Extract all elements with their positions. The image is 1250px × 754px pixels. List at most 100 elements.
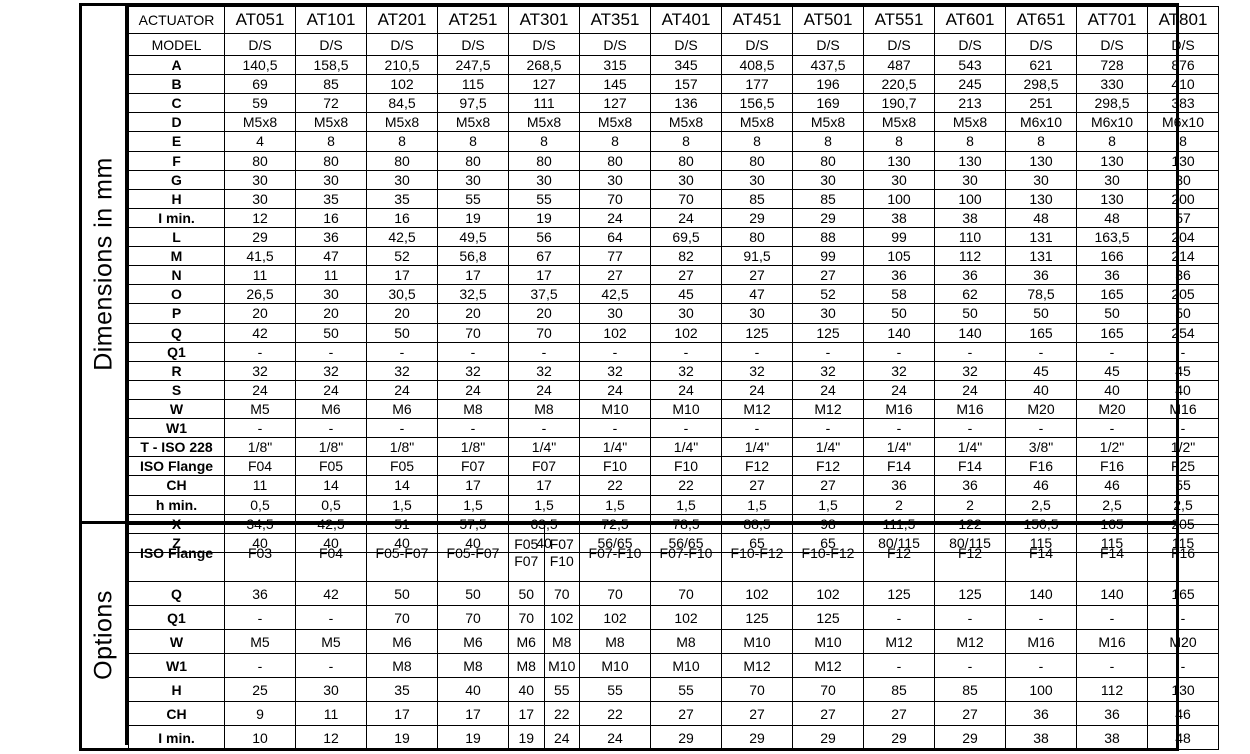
- option-value-cell: 42: [295, 581, 367, 606]
- dimension-value-cell: 298,5: [1005, 74, 1077, 95]
- dimension-value-cell: 30: [792, 303, 864, 324]
- dimension-value-cell: -: [437, 341, 509, 362]
- dimension-value-cell: 50: [1147, 303, 1219, 324]
- dimension-value-cell: 36: [1005, 265, 1077, 286]
- dimension-value-cell: 30: [295, 169, 367, 190]
- dimension-value-cell: 52: [792, 284, 864, 305]
- option-row-label: H: [128, 677, 225, 702]
- dimension-value-cell: F04: [224, 456, 296, 477]
- dimension-value-cell: 487: [863, 54, 935, 76]
- option-value-cell: M10: [721, 629, 793, 654]
- option-value-cell: -: [1147, 605, 1219, 630]
- dimension-value-cell: -: [366, 418, 438, 439]
- dimension-value-cell: 80: [792, 150, 864, 171]
- table-row: W1- - - - - - - - - - - - - -: [128, 418, 1219, 439]
- dimension-row-label: A: [128, 54, 225, 76]
- dimension-value-cell: 20: [295, 303, 367, 324]
- dimension-value-cell: 20: [224, 303, 296, 324]
- dimension-value-cell: 38: [934, 207, 1006, 228]
- dimension-value-cell: 27: [792, 475, 864, 496]
- dimension-value-cell: 30: [792, 169, 864, 190]
- dimensions-section: Dimensions in mm ACTUATOR AT051 AT101 AT201…: [82, 6, 1219, 553]
- dimension-value-cell: 130: [863, 150, 935, 171]
- dimension-value-cell: 47: [295, 246, 367, 267]
- dimension-value-cell: 102: [366, 74, 438, 95]
- option-value-cell: 130: [1147, 677, 1219, 702]
- dimension-value-cell: 169: [792, 93, 864, 114]
- option-value-cell: 55: [650, 677, 722, 702]
- model-type-cell: D/S: [650, 33, 722, 56]
- model-type-cell: D/S: [437, 33, 509, 56]
- option-value-cell: M10: [650, 653, 722, 678]
- dimension-value-cell: 2,5: [1076, 494, 1148, 515]
- dimension-value-cell: 36: [863, 265, 935, 286]
- dimension-value-cell: 0,5: [295, 494, 367, 515]
- dimension-value-cell: 3/8": [1005, 437, 1077, 458]
- dimension-value-cell: M10: [650, 398, 722, 420]
- dimension-value-cell: 8: [295, 131, 367, 152]
- dimension-value-cell: 20: [437, 303, 509, 324]
- dimension-value-cell: 24: [366, 379, 438, 400]
- table-row: ISO Flange F03 F04 F05-F07 F05-F07 F05 F07 F07 F…: [128, 524, 1219, 582]
- dimension-value-cell: 2: [934, 494, 1006, 515]
- dimension-value-cell: 58: [863, 284, 935, 305]
- option-value-cell: M20: [1147, 629, 1219, 654]
- dimension-value-cell: 140,5: [224, 54, 296, 76]
- table-row: L 29 36 42,5 49,5 56 64 69,5 80 88 99 110 131 163,5 20…: [128, 226, 1219, 248]
- dimension-value-cell: 42,5: [579, 284, 651, 305]
- dimension-value-cell: 36: [1076, 265, 1148, 286]
- dimension-value-cell: M5x8: [366, 112, 438, 133]
- dimension-value-cell: 17: [508, 265, 580, 286]
- dimension-value-cell: 27: [792, 265, 864, 286]
- dimension-value-cell: 130: [1005, 150, 1077, 171]
- dimension-value-cell: 12: [224, 207, 296, 228]
- dimension-value-cell: M5x8: [792, 112, 864, 133]
- dimension-row-label: M: [128, 246, 225, 267]
- dimension-value-cell: 115: [437, 74, 509, 95]
- option-value-cell: 102: [579, 605, 651, 630]
- option-value-cell: 140: [1076, 581, 1148, 606]
- option-value-cell: 40: [508, 677, 545, 702]
- dimensions-grid-wrap: ACTUATOR AT051 AT101 AT201 AT251 AT301 AT351 AT…: [128, 6, 1219, 553]
- dimension-value-cell: 130: [934, 150, 1006, 171]
- option-value-cell: M12: [721, 653, 793, 678]
- dimension-value-cell: 112: [934, 246, 1006, 267]
- dimension-row-label: E: [128, 131, 225, 152]
- dimension-value-cell: 2,5: [1147, 494, 1219, 515]
- specification-table: Dimensions in mm ACTUATOR AT051 AT101 AT201…: [79, 3, 1219, 751]
- dimension-value-cell: M5x8: [295, 112, 367, 133]
- dimension-value-cell: -: [934, 418, 1006, 439]
- dimension-value-cell: -: [863, 418, 935, 439]
- dimension-value-cell: 55: [508, 188, 580, 209]
- dimension-value-cell: 166: [1076, 246, 1148, 267]
- dimension-value-cell: 214: [1147, 246, 1219, 267]
- actuator-column-header: AT501: [792, 6, 864, 34]
- dimension-value-cell: 36: [934, 265, 1006, 286]
- option-value-cell: -: [863, 653, 935, 678]
- actuator-column-header: AT551: [863, 6, 935, 34]
- option-value-cell: M12: [863, 629, 935, 654]
- option-value-cell: F07-F10: [579, 524, 651, 582]
- dimension-value-cell: 1/4": [863, 437, 935, 458]
- dimension-value-cell: 24: [295, 379, 367, 400]
- option-value-cell: -: [934, 653, 1006, 678]
- dimension-value-cell: M20: [1076, 398, 1148, 420]
- option-value-cell: 85: [934, 677, 1006, 702]
- option-value-cell: 38: [1076, 725, 1148, 750]
- option-value-cell: 70: [579, 581, 651, 606]
- table-row: CH 9 11 17 17 17 22 22 27 27 27 27 27 36 36 46: [128, 701, 1219, 726]
- dimension-value-cell: M12: [721, 398, 793, 420]
- option-value-cell: 55: [579, 677, 651, 702]
- model-type-cell: D/S: [1076, 33, 1148, 56]
- dimension-value-cell: 127: [508, 74, 580, 95]
- dimension-value-cell: -: [650, 418, 722, 439]
- dimension-value-cell: 80: [721, 150, 793, 171]
- dimension-value-cell: 42: [224, 322, 296, 343]
- dimension-value-cell: 30: [1076, 169, 1148, 190]
- dimension-value-cell: 136: [650, 93, 722, 114]
- dimension-value-cell: 50: [1005, 303, 1077, 324]
- option-value-cell: F12: [934, 524, 1006, 582]
- dimension-row-label: CH: [128, 475, 225, 496]
- option-value-cell: M8: [508, 653, 545, 678]
